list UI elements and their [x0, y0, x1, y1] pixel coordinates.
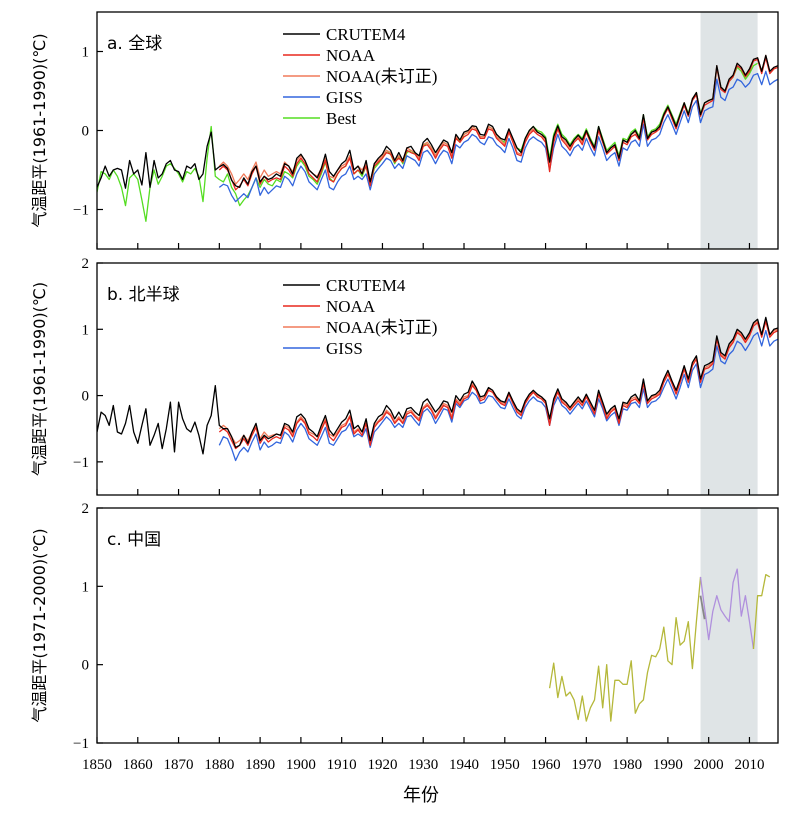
- panel-b-legend-label: NOAA: [326, 297, 376, 316]
- panel-a-ytick-label: 0: [82, 124, 90, 140]
- xtick-label: 1990: [653, 757, 683, 773]
- xtick-label: 1950: [490, 757, 520, 773]
- panel-c-ytick-label: 1: [82, 579, 90, 595]
- xtick-label: 1850: [82, 757, 112, 773]
- panel-b-line-crutem4: [97, 316, 778, 455]
- xtick-label: 2010: [734, 757, 764, 773]
- panel-a-ylabel: 气温距平(1961-1990)(℃): [30, 33, 49, 227]
- panel-a-line-giss: [218, 70, 778, 203]
- xtick-label: 1900: [286, 757, 316, 773]
- panel-c-title: c. 中国: [107, 530, 161, 550]
- panel-a-line-noaa: [218, 57, 778, 191]
- panel-b-ytick-label: 0: [82, 389, 90, 405]
- xtick-label: 1880: [204, 757, 234, 773]
- panel-a-shaded-period: [700, 12, 758, 249]
- panel-b-line-noaa-: [218, 318, 778, 444]
- panel-b-ytick-label: −1: [73, 455, 89, 471]
- panel-a-ytick-label: 1: [82, 45, 90, 61]
- xtick-label: 1930: [408, 757, 438, 773]
- xtick-label: 1910: [327, 757, 357, 773]
- panel-b-ytick-label: 1: [82, 322, 90, 338]
- panel-b-ylabel: 气温距平(1961-1990)(℃): [30, 282, 49, 476]
- panel-b-legend-label: CRUTEM4: [326, 276, 406, 295]
- xtick-label: 1860: [123, 757, 153, 773]
- panel-b-legend-label: NOAA(未订正): [326, 318, 437, 337]
- xtick-label: 1960: [531, 757, 561, 773]
- xtick-label: 2000: [694, 757, 724, 773]
- axes-layer: [96, 11, 779, 744]
- panel-b-shaded-period: [700, 263, 758, 495]
- panel-a-series: [97, 54, 778, 222]
- shade-layer: [700, 12, 758, 743]
- panel-a-line-crutem4: [97, 54, 778, 189]
- panel-c-ylabel: 气温距平(1971-2000)(℃): [30, 528, 49, 722]
- panel-b-title: b. 北半球: [107, 285, 180, 305]
- panel-c-ytick-label: 0: [82, 658, 90, 674]
- panel-a-frame: [96, 11, 779, 250]
- xtick-label: 1890: [245, 757, 275, 773]
- panel-a-title: a. 全球: [107, 34, 162, 54]
- xtick-label: 1870: [164, 757, 194, 773]
- xtick-label: 1970: [571, 757, 601, 773]
- panel-c-shaded-period: [700, 508, 758, 743]
- xtick-label: 1980: [612, 757, 642, 773]
- panel-b-frame: [96, 262, 779, 496]
- panel-a-legend-label: GISS: [326, 88, 363, 107]
- panel-c-line-series-1: [699, 568, 755, 650]
- x-axis-title: 年份: [403, 785, 439, 806]
- panel-c-line-series-2: [752, 573, 771, 650]
- panel-c-frame: [96, 507, 779, 744]
- panel-c-series: [548, 568, 771, 722]
- panel-c-ytick-label: −1: [73, 736, 89, 752]
- panel-b-line-giss: [218, 329, 778, 462]
- panel-b-series: [97, 316, 778, 462]
- panel-a-legend-label: NOAA: [326, 46, 376, 65]
- panel-b-ytick-label: 2: [82, 256, 90, 272]
- panel-a-ytick-label: −1: [73, 203, 89, 219]
- panel-b-legend-label: GISS: [326, 339, 363, 358]
- panel-a-legend-label: NOAA(未订正): [326, 67, 437, 86]
- panel-a-legend-label: Best: [326, 109, 357, 128]
- panel-a-legend-label: CRUTEM4: [326, 25, 406, 44]
- panel-c-line-series-3: [699, 595, 706, 620]
- series-layer: [97, 54, 778, 722]
- panel-c-line-series-0: [548, 576, 702, 722]
- xtick-label: 1920: [367, 757, 397, 773]
- xtick-label: 1940: [449, 757, 479, 773]
- panel-c-ytick-label: 2: [82, 501, 90, 517]
- panel-b-line-noaa: [218, 320, 778, 450]
